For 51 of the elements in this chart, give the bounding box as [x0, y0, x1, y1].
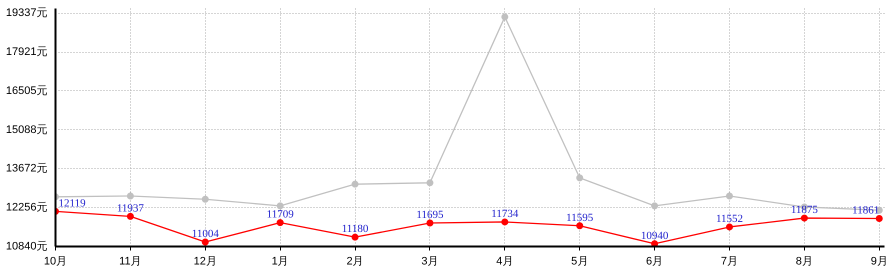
- y-tick-label: 19337元: [6, 7, 48, 20]
- data-label: 11861: [852, 204, 880, 216]
- point: [352, 180, 359, 188]
- y-tick-label: 10840元: [6, 240, 48, 252]
- point: [576, 174, 584, 182]
- x-tick-label: 2月: [346, 256, 364, 268]
- point: [352, 234, 359, 241]
- point: [726, 223, 733, 230]
- data-label: 11734: [491, 208, 519, 220]
- x-tick-label: 8月: [796, 256, 813, 268]
- point: [126, 192, 134, 200]
- x-tick-label: 6月: [646, 256, 664, 268]
- point: [501, 13, 508, 20]
- point: [126, 212, 134, 220]
- data-label: 11552: [716, 212, 744, 225]
- x-tick-label: 3月: [421, 256, 438, 268]
- x-tick-label: 11月: [119, 256, 142, 268]
- y-tick-label: 16505元: [6, 84, 48, 97]
- point: [800, 214, 808, 222]
- y-tick-label: 15088元: [6, 124, 48, 136]
- x-tick-label: 4月: [496, 256, 514, 268]
- y-tick-label: 13672元: [6, 162, 48, 175]
- x-tick-label: 10月: [44, 256, 68, 268]
- point: [426, 220, 434, 227]
- point: [726, 192, 733, 200]
- point: [202, 196, 209, 203]
- data-label: 12119: [58, 197, 86, 210]
- x-tick-label: 12月: [194, 256, 217, 268]
- point: [651, 202, 658, 210]
- point: [276, 202, 284, 210]
- data-label: 11695: [416, 209, 444, 222]
- y-tick-label: 17921元: [6, 46, 48, 58]
- point: [651, 240, 658, 246]
- data-label: 11875: [790, 204, 818, 216]
- y-tick-label: 12256元: [6, 202, 48, 214]
- data-label: 11180: [342, 223, 369, 236]
- point: [876, 214, 883, 222]
- point: [276, 219, 284, 226]
- point: [202, 238, 209, 246]
- x-tick-label: 7月: [720, 256, 738, 268]
- data-label: 11595: [566, 212, 594, 224]
- point: [501, 218, 508, 226]
- point: [576, 222, 584, 230]
- data-label: 11709: [266, 208, 294, 221]
- data-label: 11937: [116, 202, 144, 214]
- data-label: 10940: [640, 230, 669, 242]
- x-tick-label: 5月: [571, 256, 588, 268]
- x-tick-label: 9月: [870, 256, 888, 268]
- point: [426, 179, 434, 186]
- x-tick-label: 1月: [272, 256, 289, 268]
- data-label: 11004: [192, 228, 220, 240]
